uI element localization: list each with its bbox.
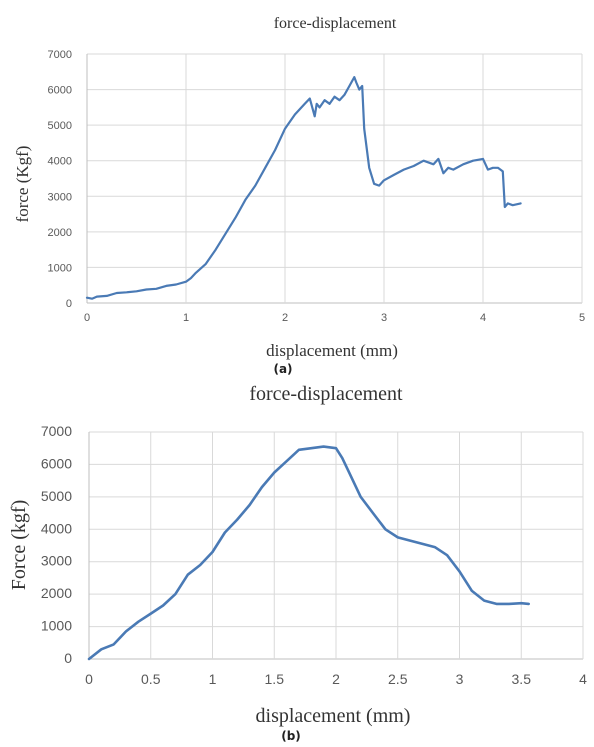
chart-b-title: force-displacement — [249, 383, 403, 405]
chart-a-y-tick-label: 7000 — [48, 49, 72, 61]
chart-a-x-tick-label: 5 — [579, 312, 585, 324]
chart-b-series — [87, 445, 530, 661]
chart-a-x-tick-label: 1 — [183, 312, 189, 324]
chart-b-x-tick-label: 3.5 — [512, 671, 532, 687]
chart-b-x-tick-label: 2.5 — [388, 671, 408, 687]
chart-a-x-tick-label: 3 — [381, 312, 387, 324]
chart-a-grid — [86, 53, 583, 304]
chart-b-series-line — [87, 445, 530, 661]
chart-a-series-line — [85, 76, 522, 300]
chart-b-panel-label: (b) — [281, 729, 301, 743]
chart-a-title: force-displacement — [274, 15, 397, 32]
chart-a-series — [85, 76, 522, 300]
chart-b-y-axis-label: Force (kgf) — [8, 500, 30, 591]
chart-a-x-tick-label: 2 — [282, 312, 288, 324]
chart-a-y-tick-label: 2000 — [48, 227, 72, 239]
chart-b-y-tick-label: 0 — [64, 650, 72, 666]
chart-b-y-tick-label: 5000 — [41, 488, 72, 504]
chart-a-y-tick-label: 4000 — [48, 156, 72, 168]
chart-b-y-tick-label: 7000 — [41, 423, 72, 439]
chart-b-x-axis-label: displacement (mm) — [256, 705, 411, 727]
chart-a-y-tick-label: 0 — [66, 298, 72, 310]
chart-b-grid — [88, 431, 584, 660]
chart-b-y-tick-label: 4000 — [41, 520, 72, 536]
chart-a-panel-label: (a) — [273, 362, 292, 376]
chart-a-y-tick-label: 5000 — [48, 120, 72, 132]
chart-b-ticks: 0 1000 2000 3000 4000 5000 6000 7000 0 0.5 1 1.5 2 2.… — [41, 423, 587, 687]
chart-a-y-tick-label: 3000 — [48, 191, 72, 203]
chart-b-x-tick-label: 0 — [85, 671, 93, 687]
chart-a: force-displacement 0 1000 2000 3000 4000 5000… — [13, 15, 585, 376]
chart-a-x-axis-label: displacement (mm) — [266, 341, 398, 360]
chart-b-x-tick-label: 0.5 — [141, 671, 161, 687]
chart-b-x-tick-label: 3 — [456, 671, 464, 687]
chart-a-y-tick-label: 1000 — [48, 262, 72, 274]
chart-b-y-tick-label: 6000 — [41, 455, 72, 471]
chart-a-y-axis-label: force (Kgf) — [13, 146, 32, 223]
chart-a-x-tick-label: 0 — [84, 312, 90, 324]
chart-b-y-tick-label: 2000 — [41, 585, 72, 601]
chart-b: force-displacement 0 1000 2000 3000 4000 5000… — [8, 383, 587, 743]
chart-a-ticks: 0 1000 2000 3000 4000 5000 6000 7000 0 1 2 3 4 5 — [48, 49, 586, 324]
chart-b-x-tick-label: 4 — [579, 671, 587, 687]
chart-b-y-tick-label: 3000 — [41, 553, 72, 569]
chart-b-x-tick-label: 2 — [332, 671, 340, 687]
chart-b-y-tick-label: 1000 — [41, 618, 72, 634]
chart-a-y-tick-label: 6000 — [48, 85, 72, 97]
chart-a-x-tick-label: 4 — [480, 312, 486, 324]
chart-b-x-tick-label: 1 — [209, 671, 217, 687]
chart-b-x-tick-label: 1.5 — [265, 671, 285, 687]
